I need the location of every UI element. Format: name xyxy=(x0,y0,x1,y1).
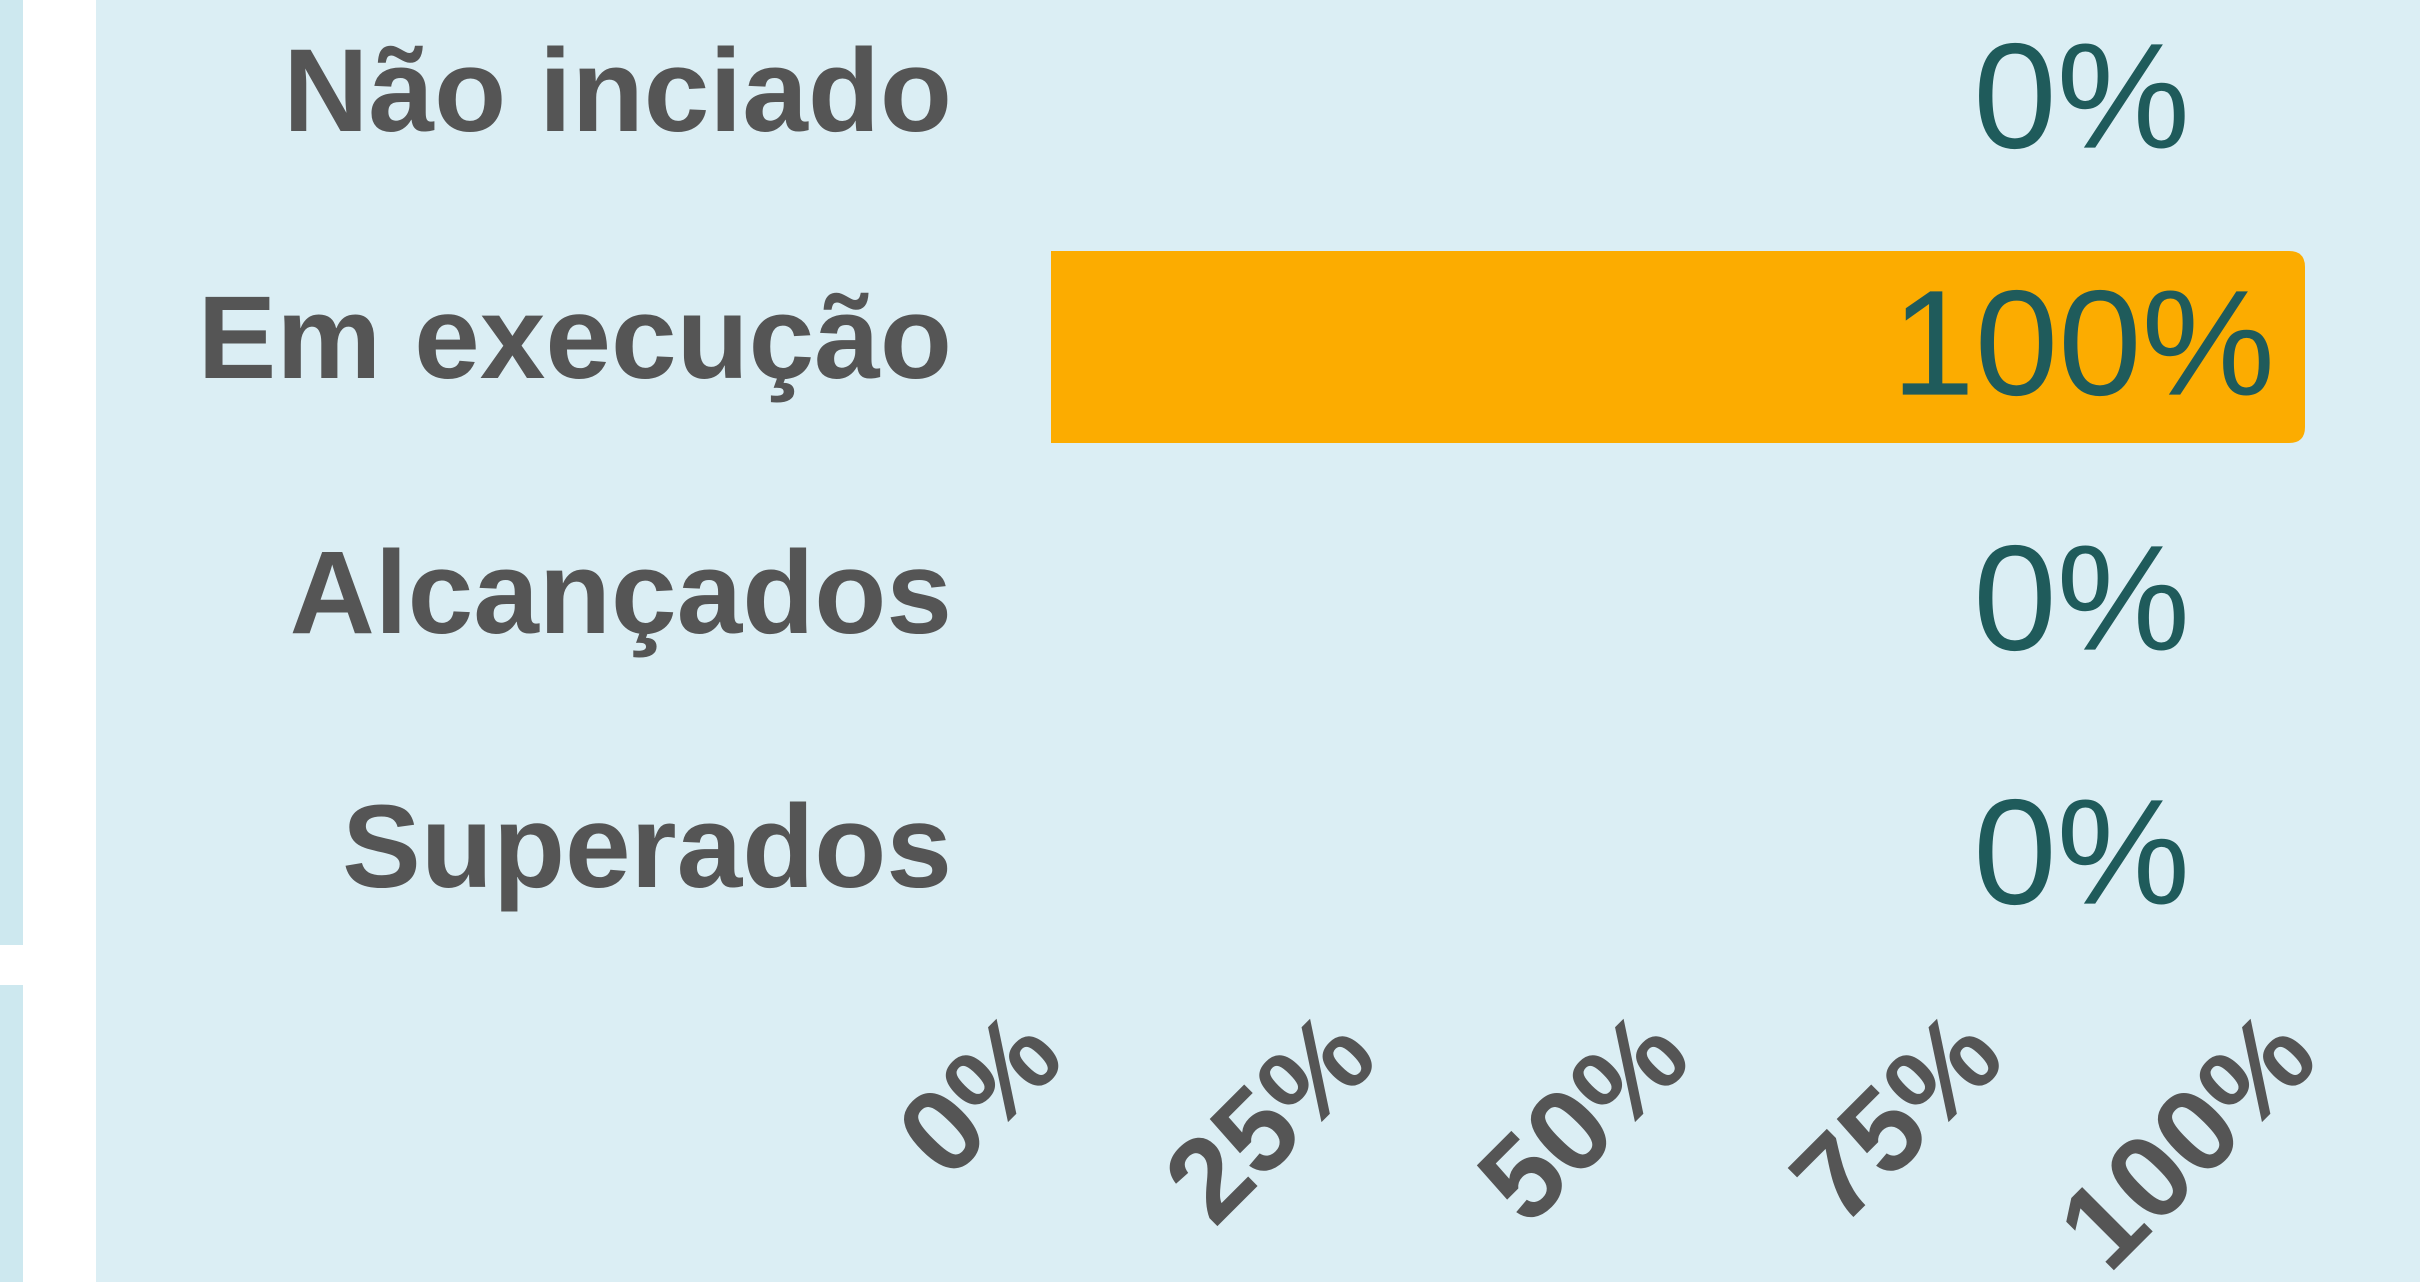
value-label: 100% xyxy=(1891,259,2275,427)
category-label: Não inciado xyxy=(283,25,952,157)
value-label: 0% xyxy=(1973,12,2190,180)
side-strip xyxy=(0,985,23,1282)
category-label: Alcançados xyxy=(290,527,952,659)
side-strip xyxy=(0,0,23,945)
category-label: Superados xyxy=(342,781,952,913)
value-label: 0% xyxy=(1973,514,2190,682)
category-label: Em execução xyxy=(198,272,952,404)
bar xyxy=(1051,251,2305,443)
value-label: 0% xyxy=(1973,768,2190,936)
panel xyxy=(96,0,2420,1282)
